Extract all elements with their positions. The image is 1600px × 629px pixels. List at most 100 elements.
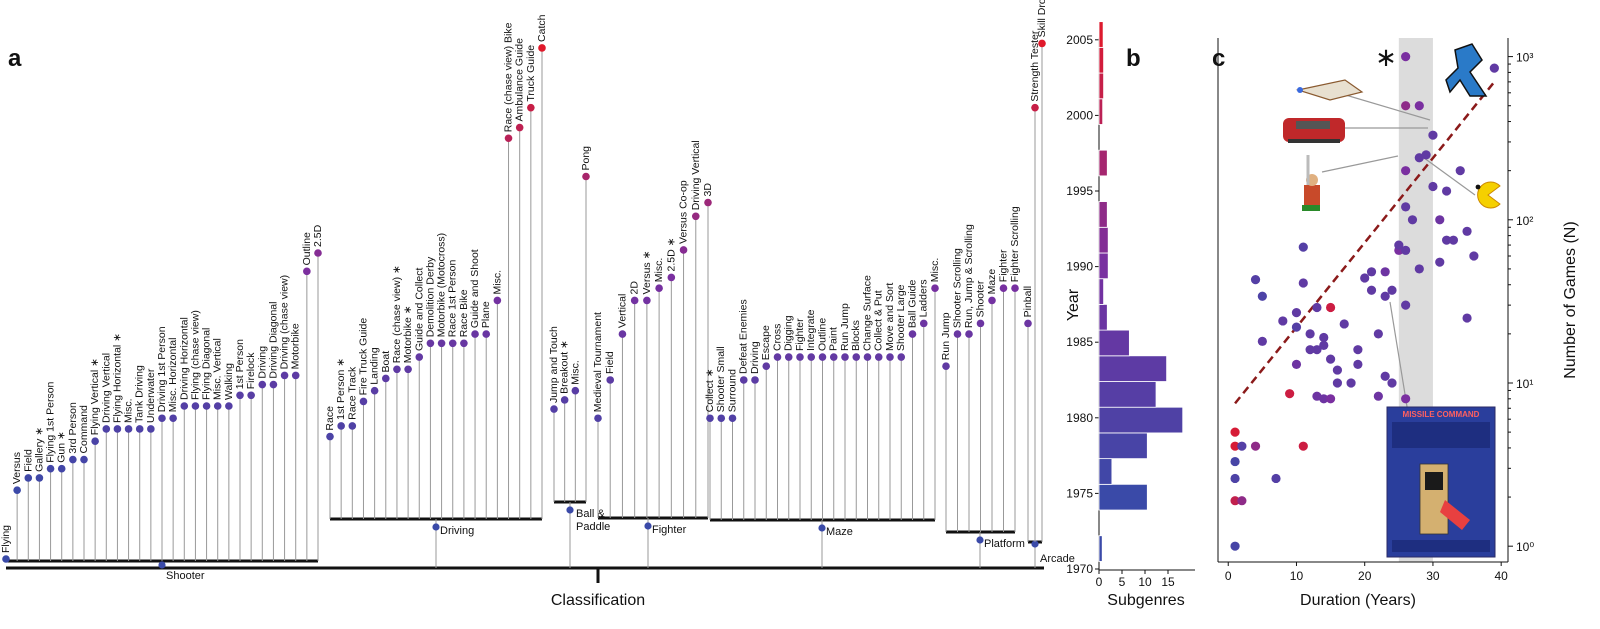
leaf-node xyxy=(630,296,639,305)
leaf-label: Field xyxy=(604,351,616,374)
leaf-label: Ball Guide xyxy=(907,279,919,328)
scatter-point xyxy=(1387,285,1397,295)
scatter-point xyxy=(1305,345,1315,355)
x-tick-label: 20 xyxy=(1358,569,1372,583)
leaf-node xyxy=(538,44,546,52)
leaf-node xyxy=(460,339,468,348)
scatter-point xyxy=(1291,307,1302,318)
leaf-node xyxy=(437,339,446,348)
histogram-bar xyxy=(1098,355,1168,382)
scatter-point xyxy=(1435,257,1445,267)
histogram-bar xyxy=(1098,329,1130,357)
leaf-node xyxy=(762,362,771,371)
scatter-point xyxy=(1462,313,1472,323)
scatter-point xyxy=(1353,359,1363,369)
scatter-point xyxy=(1469,251,1479,261)
scatter-point xyxy=(1271,473,1281,484)
leaf-node xyxy=(919,319,928,328)
group-node xyxy=(644,522,652,530)
leaf-label: Maze xyxy=(986,269,998,295)
leaf-node xyxy=(999,284,1008,292)
group-label: Fighter xyxy=(652,524,687,536)
leaf-label: Truck Guide xyxy=(525,45,537,102)
leaf-node xyxy=(976,319,985,328)
scatter-point xyxy=(1319,332,1329,343)
leaf-label: Blocks xyxy=(850,320,862,351)
warrior-legs-icon xyxy=(1302,205,1320,211)
group-node xyxy=(976,536,984,544)
group-node xyxy=(1031,540,1039,548)
scatter-point xyxy=(1250,275,1261,285)
leaf-label: Misc. xyxy=(569,360,581,385)
leaf-node xyxy=(158,414,166,423)
leaf-label: Driving 1st Person xyxy=(156,326,168,412)
leaf-node xyxy=(303,267,311,276)
leaf-node xyxy=(874,353,883,361)
panel-label-a: a xyxy=(8,45,22,72)
leaf-label: Tank Driving xyxy=(134,365,146,423)
leaf-label: Strength Tester xyxy=(1029,30,1041,102)
leaf-node xyxy=(942,362,950,371)
y-tick-label: 2000 xyxy=(1066,108,1093,122)
scatter-point xyxy=(1298,441,1308,451)
leaf-label: Skill Drop xyxy=(1036,0,1048,37)
x-axis-label: Duration (Years) xyxy=(1300,592,1416,609)
leaf-label: Digging xyxy=(783,315,795,351)
leaf-node xyxy=(773,353,782,361)
leaf-label: Ambulance Guide xyxy=(514,38,526,122)
leaf-label: Move and Sort xyxy=(884,283,896,351)
leaf-node xyxy=(504,134,513,143)
leaf-node xyxy=(829,353,838,361)
scatter-point xyxy=(1366,285,1377,295)
histogram-bar xyxy=(1098,226,1109,254)
scatter-point xyxy=(1325,302,1336,313)
leaf-node xyxy=(91,437,99,445)
leaf-node xyxy=(493,296,502,305)
leaf-label: Demolition Derby xyxy=(424,256,436,337)
leaf-label: Landing xyxy=(369,347,381,385)
scatter-point xyxy=(1401,51,1411,62)
leaf-label: Race xyxy=(324,406,336,431)
leaf-node xyxy=(2,555,10,563)
y-tick-label: 1970 xyxy=(1066,562,1093,576)
leaf-node xyxy=(886,353,894,361)
leaf-label: Driving Vertical xyxy=(100,353,112,423)
scatter-point xyxy=(1380,371,1390,381)
leaf-node xyxy=(236,391,244,400)
leaf-label: Motorbike ∗ xyxy=(402,305,414,363)
leaf-label: Motorbike xyxy=(290,323,302,369)
scatter-point xyxy=(1298,242,1308,252)
panel-c-scatter: 0 10 20 30 40 10⁰ 10¹ 10² 10³ Duration (Years) Num… xyxy=(1217,38,1579,609)
leaf-label: Fighter xyxy=(794,318,806,351)
y-tick-label: 1975 xyxy=(1066,486,1093,500)
scatter-point xyxy=(1346,378,1356,388)
scatter-point xyxy=(1257,291,1267,301)
trend-line xyxy=(1234,81,1496,405)
leaf-node xyxy=(180,402,189,410)
scatter-point xyxy=(1312,302,1322,313)
scatter-point xyxy=(1373,329,1383,339)
scatter-point xyxy=(1380,267,1390,277)
histogram-bar xyxy=(1098,458,1113,485)
leaf-node xyxy=(280,371,289,380)
leaf-node xyxy=(1038,39,1046,48)
leaf-label: Pong xyxy=(580,146,592,171)
scatter-point xyxy=(1401,300,1411,310)
leaf-label: Race (chase view) ∗ xyxy=(391,265,403,363)
scatter-point xyxy=(1441,186,1452,196)
leaf-node xyxy=(370,386,379,395)
leaf-label: Defeat Enemies xyxy=(738,299,750,374)
pacman-icon xyxy=(1477,181,1501,209)
leaf-label: Flying Horizontal ∗ xyxy=(111,333,123,423)
game-thumbnails: MISSILE COMMAND xyxy=(1283,43,1501,558)
group-label-line: Paddle xyxy=(576,521,610,533)
leaf-node xyxy=(784,353,793,361)
pacman-eye-icon xyxy=(1475,184,1481,190)
leaf-label: Race 1st Person xyxy=(447,259,459,337)
leaf-node xyxy=(988,296,996,305)
group-label: Ball & Paddle xyxy=(576,508,610,533)
leaf-label: Walking xyxy=(223,363,235,400)
leaf-node xyxy=(841,353,849,361)
leaf-label: Misc. xyxy=(491,270,503,295)
leaf-label: Gun ∗ xyxy=(56,431,68,463)
